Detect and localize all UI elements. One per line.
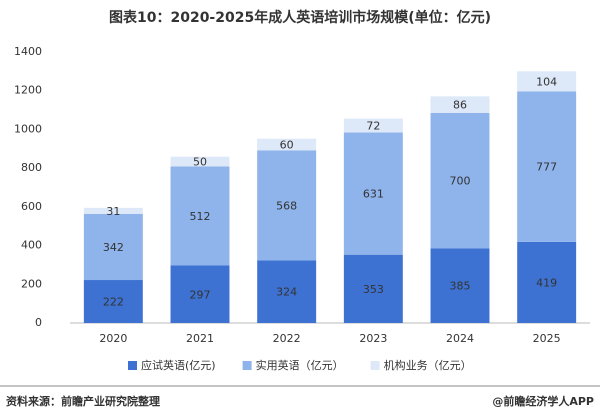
legend-swatch [370, 361, 380, 370]
x-tick-label: 2022 [273, 332, 301, 345]
source: 资料来源：前瞻产业研究院整理 [6, 394, 160, 408]
y-tick-label: 0 [35, 316, 42, 329]
bar-segment [430, 248, 490, 323]
data-label: 297 [190, 288, 211, 301]
bar-segment [430, 112, 490, 249]
y-tick-label: 800 [21, 161, 42, 174]
x-tick-label: 2021 [186, 332, 214, 345]
bar-segment [257, 260, 317, 323]
data-label: 419 [536, 276, 557, 289]
chart-title: 图表10：2020-2025年成人英语培训市场规模(单位：亿元) [109, 9, 491, 26]
data-label: 60 [280, 139, 294, 152]
bar-segment [430, 96, 490, 113]
y-tick-label: 600 [21, 200, 42, 213]
y-tick-label: 1200 [14, 84, 42, 97]
data-label: 104 [536, 75, 557, 88]
x-tick-label: 2024 [446, 332, 474, 345]
bar-segment [343, 118, 403, 133]
brand: @前瞻经济学人APP [492, 394, 594, 408]
bar-segment [170, 265, 230, 323]
legend-label: 应试英语(亿元) [141, 358, 216, 372]
data-label: 222 [103, 296, 124, 309]
legend-swatch [242, 361, 252, 370]
data-label: 631 [363, 188, 384, 201]
data-label: 700 [450, 175, 471, 188]
y-tick-label: 200 [21, 277, 42, 290]
data-label: 512 [190, 210, 211, 223]
bar-segment [170, 156, 230, 167]
y-tick-label: 1000 [14, 122, 42, 135]
x-tick-label: 2020 [99, 332, 127, 345]
bar-segment [517, 241, 577, 323]
data-label: 72 [366, 120, 380, 133]
x-tick-label: 2023 [359, 332, 387, 345]
bar-segment [170, 166, 230, 266]
bar-segment [517, 91, 577, 242]
data-label: 353 [363, 283, 384, 296]
data-label: 86 [453, 99, 467, 112]
data-label: 324 [276, 286, 297, 299]
data-label: 50 [193, 156, 207, 169]
data-label: 777 [536, 161, 557, 174]
bar-segment [343, 254, 403, 323]
bar-segment [83, 213, 143, 281]
data-label: 568 [276, 199, 297, 212]
bar-segment [257, 138, 317, 151]
y-tick-label: 400 [21, 239, 42, 252]
data-label: 31 [106, 205, 120, 218]
y-tick-label: 1400 [14, 45, 42, 58]
legend-swatch [128, 361, 137, 370]
bar-segment [517, 71, 577, 92]
legend-label: 实用英语（亿元） [256, 358, 344, 372]
x-tick-label: 2025 [533, 332, 561, 345]
bar-segment [83, 207, 143, 214]
bar-segment [343, 132, 403, 255]
legend-label: 机构业务（亿元） [384, 358, 472, 372]
data-label: 385 [450, 280, 471, 293]
bar-segment [257, 150, 317, 261]
bar-segment [83, 280, 143, 323]
data-label: 342 [103, 241, 124, 254]
